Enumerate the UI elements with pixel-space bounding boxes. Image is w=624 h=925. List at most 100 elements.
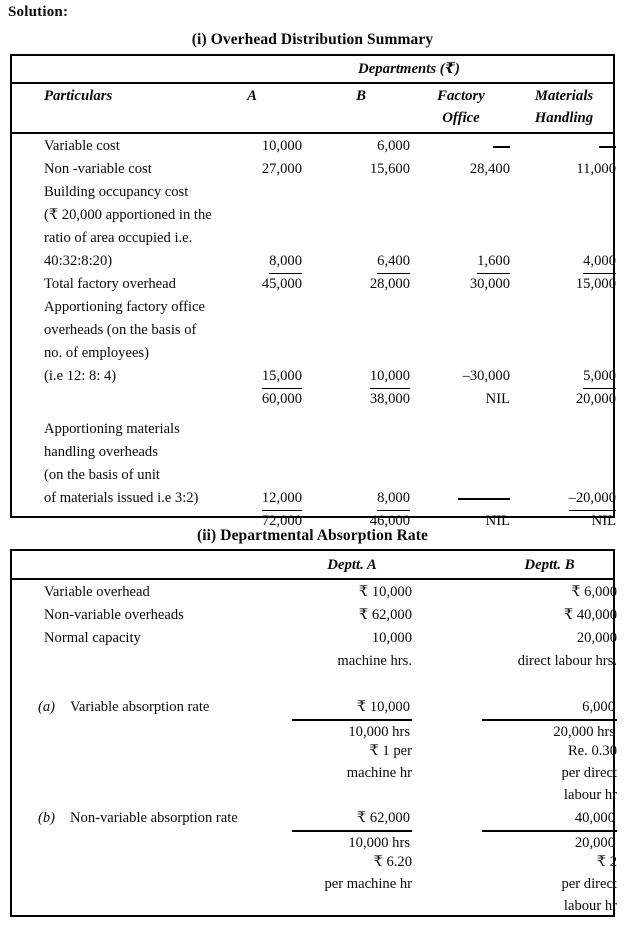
non-variable-absorption-rate-marker: (b): [38, 810, 56, 826]
value-text: 30,000: [469, 276, 510, 292]
variable-absorption-rate-result-b-line1: Re. 0.30: [567, 743, 617, 759]
row-label: overheads (on the basis of: [44, 322, 197, 338]
em-dash-rule: [493, 145, 510, 148]
value-text: 8,000: [269, 250, 302, 274]
row-label: ratio of area occupied i.e.: [44, 230, 193, 246]
col-materials-handling-header-line2: Handling: [534, 110, 594, 126]
value-text: 38,000: [369, 391, 410, 407]
table-row: Total factory overhead 45,000 28,000 30,000…: [12, 273, 616, 295]
row-label: (₹ 20,000 apportioned in the: [44, 207, 212, 223]
non-variable-absorption-rate-header: (b) Non-variable absorption rate: [12, 807, 613, 829]
numerator-b: 6,000: [482, 696, 617, 721]
row-value-b: direct labour hrs.: [517, 653, 617, 669]
variable-absorption-rate-fraction-b: 6,000 20,000 hrs: [482, 696, 617, 743]
row-value-mh: 15,000: [512, 273, 616, 295]
row-value-a: ₹ 62,000: [358, 607, 412, 623]
table1-rule-under-departments: [12, 82, 613, 84]
table-row: Normal capacity 10,000 20,000: [12, 627, 617, 649]
deptt-b-header-label: Deptt. B: [524, 557, 575, 573]
value-text: 28,400: [469, 161, 510, 177]
table-row: Variable cost 10,000 6,000: [12, 135, 616, 157]
row-label: (on the basis of unit: [44, 467, 160, 483]
section-title-departmental-absorption-rate: (ii) Departmental Absorption Rate: [196, 527, 429, 544]
value-text: 15,000: [261, 365, 302, 389]
row-value-mh: NIL: [512, 510, 616, 532]
value-text: 20,000: [575, 391, 616, 407]
table1-column-header-row-1: Particulars A B Factory Materials: [12, 85, 613, 107]
row-value-mh: 5,000: [512, 365, 616, 389]
variable-absorption-rate-result-b-line2: per direct: [561, 765, 617, 781]
table1-rule-under-column-headers: [12, 132, 613, 134]
variable-absorption-rate-result-a-line1: ₹ 1 per: [369, 743, 412, 759]
value-text: 11,000: [576, 161, 616, 177]
row-value-b: 6,400: [312, 250, 410, 274]
value-text: 4,000: [583, 250, 616, 274]
value-text: 6,000: [377, 138, 410, 154]
non-variable-absorption-rate-result-b-line1: ₹ 2: [596, 854, 617, 870]
row-value-a: 10,000: [202, 135, 302, 157]
table-row: handling overheads: [12, 441, 613, 463]
value-text: 27,000: [261, 161, 302, 177]
solution-label: Solution:: [8, 4, 69, 20]
table-row: (i.e 12: 8: 4) 15,000 10,000 –30,000 5,000: [12, 365, 616, 389]
row-label: Apportioning factory office: [44, 299, 206, 315]
row-value-fo: 30,000: [412, 273, 510, 295]
value-text: 60,000: [261, 391, 302, 407]
variable-absorption-rate-fraction-a: ₹ 10,000 10,000 hrs: [292, 696, 412, 743]
row-label: handling overheads: [44, 444, 158, 460]
row-label: 40:32:8:20): [44, 253, 113, 269]
value-text: 10,000: [261, 138, 302, 154]
table-row: Apportioning materials: [12, 418, 613, 440]
value-text: 12,000: [261, 487, 302, 511]
table-row: ratio of area occupied i.e.: [12, 227, 613, 249]
denominator-a: 10,000 hrs: [348, 835, 410, 851]
row-value-fo: [412, 135, 510, 157]
row-value-a: 15,000: [202, 365, 302, 389]
row-value-b: ₹ 40,000: [563, 607, 617, 623]
value-text: 6,400: [377, 250, 410, 274]
row-value-b: 15,600: [312, 158, 410, 180]
row-value-fo: 1,600: [412, 250, 510, 274]
table-row: Apportioning factory office: [12, 296, 613, 318]
table1-column-header-row-2: Office Handling: [12, 107, 613, 129]
value-text: 15,600: [369, 161, 410, 177]
row-label: of materials issued i.e 3:2): [44, 490, 199, 506]
row-value-mh: [512, 135, 616, 157]
value-text: 1,600: [477, 250, 510, 274]
numerator-a: ₹ 62,000: [292, 807, 412, 832]
value-text: NIL: [485, 513, 510, 529]
table-row: 72,000 46,000 NIL NIL: [12, 510, 616, 532]
non-variable-absorption-rate-result-a-line2: per machine hr: [324, 876, 412, 892]
section-title-overhead-distribution-summary: (i) Overhead Distribution Summary: [191, 31, 434, 48]
row-label: Variable overhead: [44, 584, 150, 600]
non-variable-absorption-rate-label: Non-variable absorption rate: [70, 810, 238, 826]
row-value-b: 6,000: [312, 135, 410, 157]
table-row: overheads (on the basis of: [12, 319, 613, 341]
row-value-a: 27,000: [202, 158, 302, 180]
row-value-fo: NIL: [412, 388, 510, 410]
row-value-mh: 4,000: [512, 250, 616, 274]
numerator-a: ₹ 10,000: [292, 696, 412, 721]
row-value-b: 10,000: [312, 365, 410, 389]
row-value-b: 20,000: [576, 630, 617, 646]
row-value-b: 8,000: [312, 487, 410, 511]
table-row: machine hrs. direct labour hrs.: [12, 650, 617, 672]
table-row: Variable overhead ₹ 10,000 ₹ 6,000: [12, 581, 617, 603]
value-text: 8,000: [377, 487, 410, 511]
row-value-a: 60,000: [202, 388, 302, 410]
non-variable-absorption-rate-result-a-line1: ₹ 6.20: [373, 854, 412, 870]
non-variable-absorption-rate-result-b-line2: per direct: [561, 876, 617, 892]
value-text: 28,000: [369, 276, 410, 292]
variable-absorption-rate-header: (a) Variable absorption rate: [12, 696, 613, 718]
variable-absorption-rate-result-a-line2: machine hr: [346, 765, 412, 781]
particulars-header-label: Particulars: [44, 88, 113, 104]
variable-absorption-rate-marker: (a): [38, 699, 56, 715]
row-label: Total factory overhead: [44, 276, 176, 292]
numerator-b: 40,000: [482, 807, 617, 832]
non-variable-absorption-rate-result-b-line3: labour hr: [563, 898, 617, 914]
row-label: Building occupancy cost: [44, 184, 189, 200]
value-text: 10,000: [369, 365, 410, 389]
value-text: NIL: [485, 391, 510, 407]
table1-departments-header-row: Departments (₹): [12, 58, 613, 81]
